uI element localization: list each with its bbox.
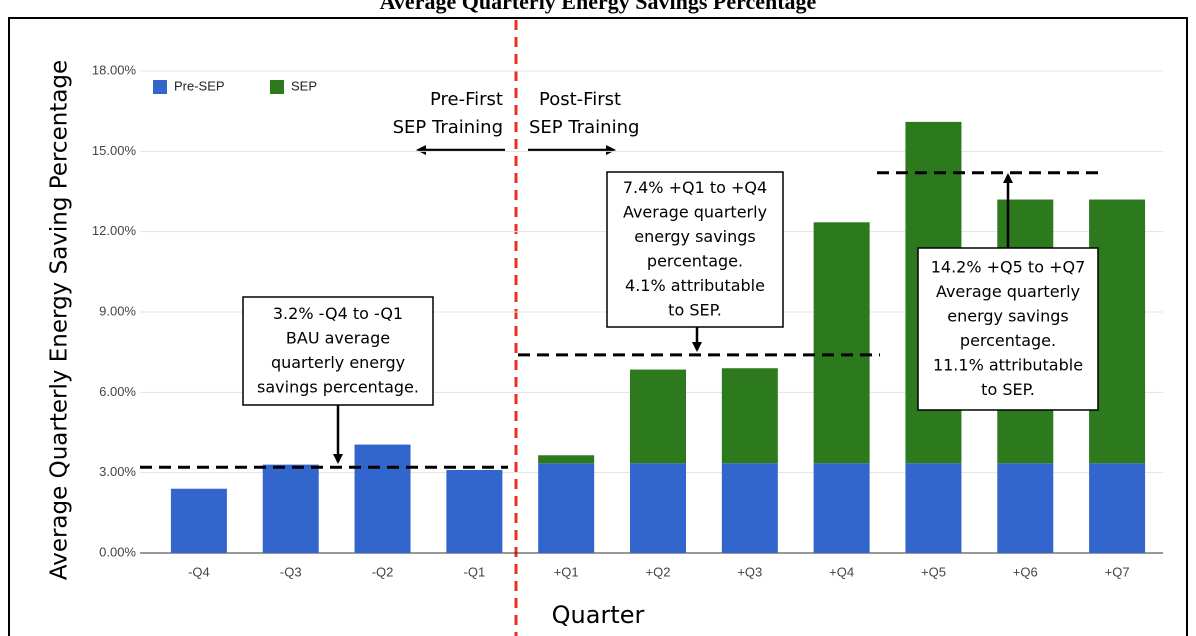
bar xyxy=(630,369,686,464)
divider-label: Post-First xyxy=(539,89,621,110)
note-text: BAU average xyxy=(286,328,390,347)
legend-swatch xyxy=(153,80,167,94)
y-tick-label: 0.00% xyxy=(99,544,136,559)
x-tick-label: +Q5 xyxy=(921,564,946,579)
note-text: savings percentage. xyxy=(257,377,419,396)
x-tick-label: -Q3 xyxy=(280,564,302,579)
bar xyxy=(905,463,962,553)
x-tick-label: +Q2 xyxy=(646,564,671,579)
divider-label: SEP Training xyxy=(393,117,503,138)
divider-label: SEP Training xyxy=(529,117,639,138)
x-tick-label: +Q3 xyxy=(737,564,762,579)
x-tick-label: -Q4 xyxy=(188,564,210,579)
x-tick-label: +Q4 xyxy=(829,564,854,579)
bar xyxy=(997,463,1054,553)
note-box xyxy=(917,247,1099,411)
note-text: percentage. xyxy=(960,331,1056,350)
chart-title: Average Quarterly Energy Savings Percent… xyxy=(380,0,817,14)
note-text: energy savings xyxy=(947,306,1069,325)
note-text: to SEP. xyxy=(981,380,1035,399)
frame xyxy=(8,17,1188,636)
x-tick-label: -Q2 xyxy=(372,564,394,579)
y-tick-label: 12.00% xyxy=(92,223,137,238)
bar xyxy=(1089,463,1146,553)
bar xyxy=(170,488,227,553)
y-tick-label: 9.00% xyxy=(99,303,136,318)
divider-label: Pre-First xyxy=(430,89,503,110)
bar xyxy=(262,464,319,553)
note-text: 3.2% -Q4 to -Q1 xyxy=(273,304,403,323)
y-tick-label: 6.00% xyxy=(99,384,136,399)
bar xyxy=(446,469,503,553)
bar xyxy=(630,463,686,553)
legend-label: SEP xyxy=(291,78,317,93)
note-text: Average quarterly xyxy=(623,202,767,221)
bar xyxy=(538,463,595,553)
y-tick-label: 3.00% xyxy=(99,464,136,479)
bar xyxy=(538,455,595,464)
x-tick-label: +Q7 xyxy=(1105,564,1130,579)
y-tick-label: 15.00% xyxy=(92,143,137,158)
x-tick-label: +Q6 xyxy=(1013,564,1038,579)
note-text: 14.2% +Q5 to +Q7 xyxy=(931,257,1086,276)
note-text: quarterly energy xyxy=(271,353,405,372)
note-text: percentage. xyxy=(647,251,743,270)
note-text: energy savings xyxy=(634,227,756,246)
legend-swatch xyxy=(270,80,284,94)
x-axis-label: Quarter xyxy=(552,601,645,629)
bar xyxy=(721,368,778,464)
note-text: to SEP. xyxy=(668,300,722,319)
bar xyxy=(813,463,870,553)
note-text: Average quarterly xyxy=(936,282,1080,301)
note-box xyxy=(606,171,784,328)
bar xyxy=(354,444,411,553)
legend-label: Pre-SEP xyxy=(174,78,225,93)
note-text: 7.4% +Q1 to +Q4 xyxy=(623,178,767,197)
x-tick-label: +Q1 xyxy=(554,564,579,579)
note-text: 11.1% attributable xyxy=(933,355,1083,374)
note-text: 4.1% attributable xyxy=(625,276,765,295)
y-tick-label: 18.00% xyxy=(92,62,137,77)
bar xyxy=(721,463,778,553)
bar xyxy=(813,222,870,464)
y-axis-label: Average Quarterly Energy Saving Percenta… xyxy=(47,60,73,580)
x-tick-label: -Q1 xyxy=(464,564,486,579)
note-box xyxy=(242,296,434,406)
